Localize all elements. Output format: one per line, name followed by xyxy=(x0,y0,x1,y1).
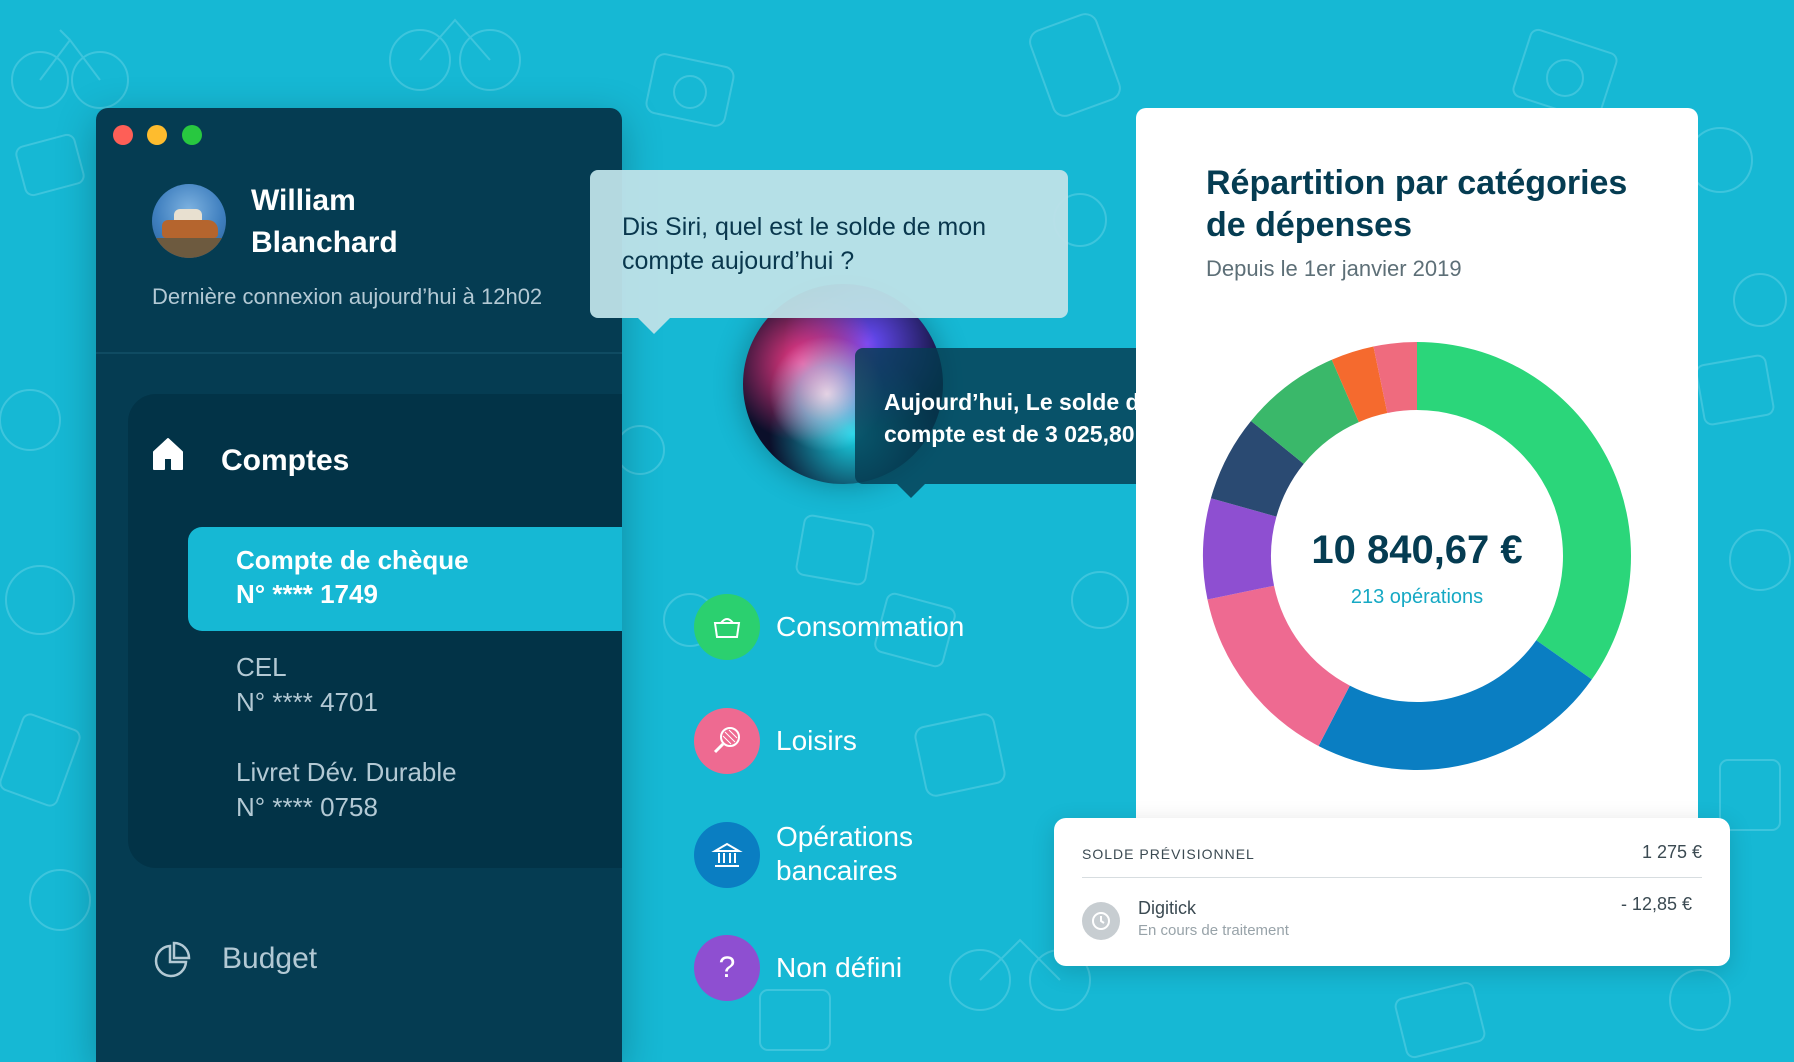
siri-question-text: Dis Siri, quel est le solde de mon compt… xyxy=(622,213,987,275)
question-icon: ? xyxy=(694,935,760,1001)
spending-chart-card: Répartition par catégories de dépenses D… xyxy=(1136,108,1698,848)
total-amount: 10 840,67 € xyxy=(1311,528,1523,572)
forecast-title: SOLDE PRÉVISIONNEL xyxy=(1082,846,1255,862)
user-name: William Blanchard xyxy=(251,184,398,259)
account-name: CEL xyxy=(236,652,287,682)
tennis-racket-icon xyxy=(694,708,760,774)
minimize-window-button[interactable] xyxy=(147,125,167,145)
account-number: N° **** 1749 xyxy=(236,579,378,609)
pie-chart-icon xyxy=(154,941,191,978)
donut-segment xyxy=(1207,585,1350,747)
last-login-text: Dernière connexion aujourd’hui à 12h02 xyxy=(152,284,543,309)
avatar[interactable] xyxy=(152,184,226,258)
account-item-active[interactable]: Compte de chèque N° **** 1749 xyxy=(188,527,622,631)
account-item[interactable]: CEL N° **** 4701 xyxy=(236,650,378,720)
category-label: Consommation xyxy=(776,611,965,642)
account-name: Compte de chèque xyxy=(236,545,469,575)
chart-subtitle: Depuis le 1er janvier 2019 xyxy=(1206,256,1462,281)
donut-segment xyxy=(1250,359,1359,464)
close-window-button[interactable] xyxy=(113,125,133,145)
account-number: N° **** 4701 xyxy=(236,687,378,717)
forecast-card: SOLDE PRÉVISIONNEL 1 275 € Digitick En c… xyxy=(1054,818,1730,966)
donut-segment xyxy=(1373,342,1417,414)
forecast-total: 1 275 € xyxy=(1641,842,1702,862)
account-name: Livret Dév. Durable xyxy=(236,757,457,787)
basket-icon xyxy=(694,594,760,660)
nav-budget[interactable]: Budget xyxy=(222,942,318,975)
accounts-panel xyxy=(128,394,622,868)
category-label: Opérations bancaires xyxy=(776,821,913,886)
donut-segment xyxy=(1331,346,1388,423)
account-item[interactable]: Livret Dév. Durable N° **** 0758 xyxy=(236,755,457,825)
operations-count: 213 opérations xyxy=(1350,586,1484,608)
bank-icon xyxy=(694,822,760,888)
chart-title: Répartition par catégories de dépenses xyxy=(1206,164,1628,244)
donut-segment xyxy=(1203,498,1277,600)
transaction-amount: - 12,85 € xyxy=(1620,894,1692,914)
transaction-merchant: Digitick xyxy=(1138,898,1197,918)
account-number: N° **** 0758 xyxy=(236,792,378,822)
category-label: Non défini xyxy=(776,952,903,983)
divider xyxy=(96,352,622,354)
transaction-status: En cours de traitement xyxy=(1138,922,1289,939)
donut-segment xyxy=(1417,342,1631,680)
donut-segment xyxy=(1210,420,1304,517)
maximize-window-button[interactable] xyxy=(182,125,202,145)
donut-segment xyxy=(1318,640,1592,771)
category-label: Loisirs xyxy=(776,725,857,756)
siri-question-bubble: Dis Siri, quel est le solde de mon compt… xyxy=(590,170,1068,334)
divider xyxy=(1082,877,1702,878)
app-window: William Blanchard Dernière connexion auj… xyxy=(96,108,622,1062)
clock-icon xyxy=(1082,902,1120,940)
home-icon xyxy=(153,438,183,470)
nav-accounts-title[interactable]: Comptes xyxy=(221,444,350,477)
donut-chart xyxy=(1203,342,1631,771)
